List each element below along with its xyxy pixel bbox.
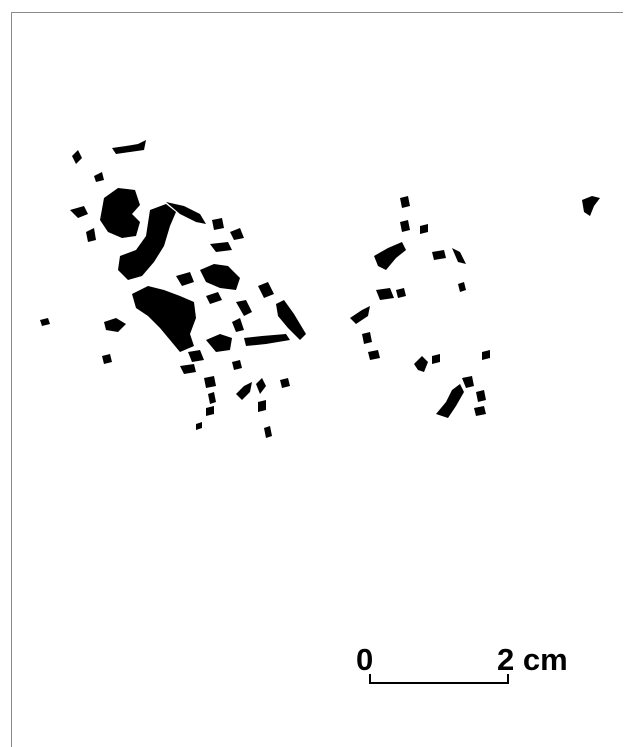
blob [118,204,176,280]
blob [258,282,274,298]
figure-frame [11,12,623,747]
blob [582,196,600,216]
blob [204,376,216,388]
blob [188,350,204,362]
blob [104,318,126,332]
blob [452,248,466,264]
blob [132,286,196,352]
blob [264,426,272,438]
blob [462,376,474,388]
blob [458,282,466,292]
blob [208,392,216,404]
blob [86,228,96,242]
blob [210,242,232,252]
blob [432,354,440,364]
blob [40,318,50,326]
blob [112,140,146,154]
blob [396,288,406,298]
blob [94,172,104,182]
scale-bar-start-label: 0 [356,642,374,677]
blob [206,406,214,416]
blob [196,422,202,430]
blob [212,218,224,230]
blob [474,406,486,416]
scale-bar [369,674,509,684]
blob [70,206,88,218]
blob [236,300,252,316]
blob [376,288,394,300]
blob [166,202,206,224]
blob [230,228,244,240]
right-cluster [350,196,600,418]
blob [432,250,446,260]
scale-bar-end-label: 2 cm [497,642,568,677]
blob [232,318,244,332]
blob [374,242,406,270]
blob [350,306,370,324]
blob [476,390,486,402]
blob [206,334,232,352]
blob [200,264,240,290]
blob [180,364,196,374]
left-cluster [40,140,306,438]
blob [256,378,266,394]
blob [72,150,82,164]
blob [420,224,428,234]
blob [244,334,290,346]
blob [258,400,266,412]
blob [368,350,380,360]
blob [400,220,410,232]
blob [436,384,464,418]
blob [482,350,490,360]
blob [236,382,252,400]
blob [232,360,242,370]
blob [414,356,428,372]
blob [362,332,372,344]
blob [280,378,290,388]
blob [206,292,222,304]
blob [102,354,112,364]
blob [100,188,140,238]
blob [276,300,306,340]
blob [400,196,410,208]
blob [176,272,194,286]
